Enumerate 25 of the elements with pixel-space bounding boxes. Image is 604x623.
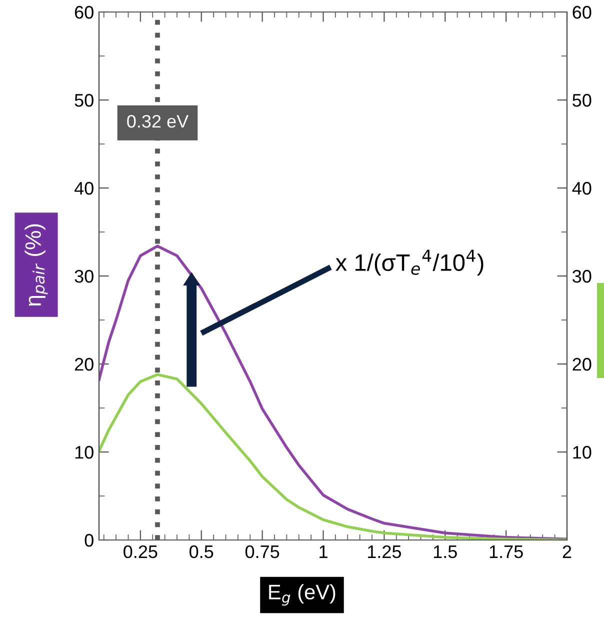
x-tick-label: 1 [320, 546, 328, 558]
y2-tick-label: 50 [572, 94, 592, 107]
y-tick-label: 40 [74, 182, 94, 195]
y-tick-label: 10 [75, 446, 94, 459]
y2-tick-label: 10 [573, 446, 592, 459]
x-axis-title: E$_{g}$ (eV) [269, 584, 336, 606]
x-tick-label: 0.5 [190, 545, 214, 558]
y2-tick-label: 20 [572, 358, 592, 371]
x-tick-label: 0.75 [245, 545, 280, 558]
ref-line-label: 0.32 eV [127, 114, 189, 128]
y2-tick-label: 60 [572, 6, 592, 19]
y-tick-label: 30 [74, 270, 94, 283]
y-axis-title: η$_{pair}$ (%) [24, 224, 48, 306]
y2-tick-label: 40 [572, 182, 592, 195]
x-tick-label: 1.75 [490, 546, 523, 558]
y-tick-label: 20 [74, 358, 94, 371]
y-tick-label: 60 [74, 6, 94, 19]
y2-tick-label: 30 [572, 270, 592, 283]
y-tick-label: 50 [74, 94, 94, 107]
x-tick-label: 2 [562, 545, 572, 558]
x-tick-label: 1.5 [434, 546, 457, 558]
annotation: x 1/(σT$_{e}$$^{4}$/10$^{4}$) [336, 250, 484, 276]
x-tick-label: 1.25 [368, 545, 402, 558]
y-tick-label: 0 [84, 534, 94, 547]
x-tick-label: 0.25 [124, 545, 158, 558]
